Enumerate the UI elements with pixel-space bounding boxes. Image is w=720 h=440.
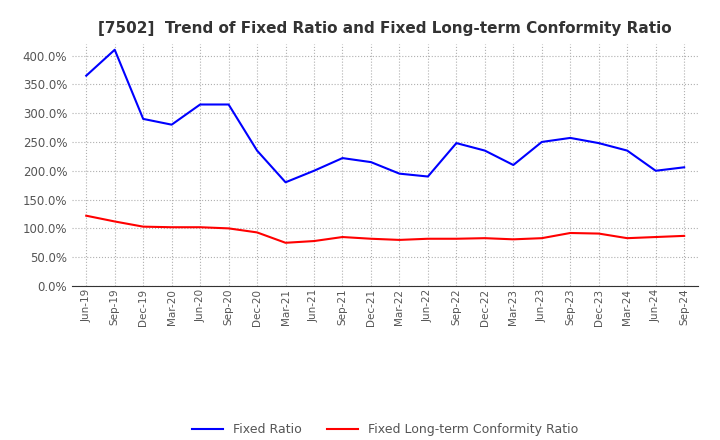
Fixed Ratio — [338, 155, 347, 161]
Fixed Long-term Conformity Ratio — [623, 235, 631, 241]
Line: Fixed Long-term Conformity Ratio: Fixed Long-term Conformity Ratio — [86, 216, 684, 243]
Fixed Long-term Conformity Ratio — [282, 240, 290, 246]
Fixed Long-term Conformity Ratio — [110, 219, 119, 224]
Fixed Ratio — [282, 180, 290, 185]
Fixed Ratio — [652, 168, 660, 173]
Fixed Long-term Conformity Ratio — [395, 237, 404, 242]
Legend: Fixed Ratio, Fixed Long-term Conformity Ratio: Fixed Ratio, Fixed Long-term Conformity … — [187, 418, 583, 440]
Fixed Ratio — [509, 162, 518, 168]
Fixed Long-term Conformity Ratio — [595, 231, 603, 236]
Fixed Ratio — [310, 168, 318, 173]
Fixed Ratio — [366, 159, 375, 165]
Fixed Long-term Conformity Ratio — [680, 233, 688, 238]
Fixed Ratio — [225, 102, 233, 107]
Fixed Long-term Conformity Ratio — [253, 230, 261, 235]
Line: Fixed Ratio: Fixed Ratio — [86, 50, 684, 182]
Fixed Long-term Conformity Ratio — [509, 237, 518, 242]
Fixed Ratio — [680, 165, 688, 170]
Fixed Long-term Conformity Ratio — [566, 231, 575, 236]
Fixed Ratio — [110, 47, 119, 52]
Fixed Long-term Conformity Ratio — [480, 235, 489, 241]
Fixed Ratio — [395, 171, 404, 176]
Fixed Ratio — [139, 116, 148, 121]
Fixed Ratio — [452, 140, 461, 146]
Fixed Ratio — [480, 148, 489, 153]
Fixed Long-term Conformity Ratio — [82, 213, 91, 218]
Fixed Long-term Conformity Ratio — [225, 226, 233, 231]
Fixed Ratio — [623, 148, 631, 153]
Fixed Long-term Conformity Ratio — [537, 235, 546, 241]
Fixed Long-term Conformity Ratio — [196, 224, 204, 230]
Fixed Ratio — [423, 174, 432, 179]
Fixed Long-term Conformity Ratio — [139, 224, 148, 229]
Title: [7502]  Trend of Fixed Ratio and Fixed Long-term Conformity Ratio: [7502] Trend of Fixed Ratio and Fixed Lo… — [99, 21, 672, 36]
Fixed Long-term Conformity Ratio — [652, 235, 660, 240]
Fixed Ratio — [167, 122, 176, 127]
Fixed Long-term Conformity Ratio — [167, 224, 176, 230]
Fixed Ratio — [82, 73, 91, 78]
Fixed Ratio — [196, 102, 204, 107]
Fixed Long-term Conformity Ratio — [310, 238, 318, 244]
Fixed Long-term Conformity Ratio — [366, 236, 375, 242]
Fixed Ratio — [595, 140, 603, 146]
Fixed Long-term Conformity Ratio — [423, 236, 432, 242]
Fixed Ratio — [537, 139, 546, 145]
Fixed Ratio — [253, 148, 261, 153]
Fixed Ratio — [566, 135, 575, 140]
Fixed Long-term Conformity Ratio — [338, 235, 347, 240]
Fixed Long-term Conformity Ratio — [452, 236, 461, 242]
